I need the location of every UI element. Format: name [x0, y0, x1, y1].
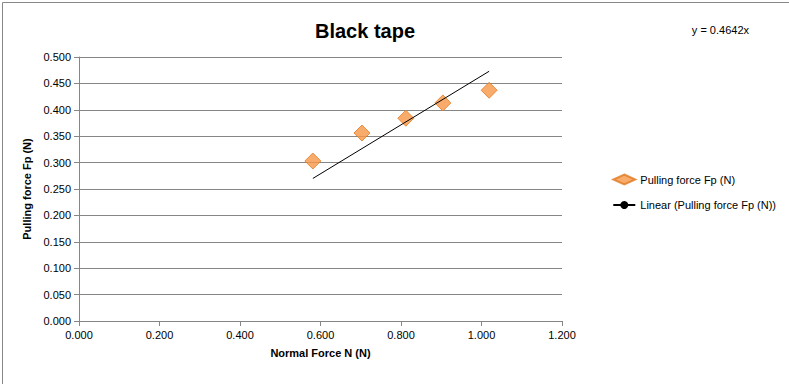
svg-text:0.800: 0.800: [387, 329, 415, 341]
svg-text:Normal Force N (N): Normal Force N (N): [270, 347, 371, 359]
svg-text:0.300: 0.300: [43, 157, 71, 169]
svg-text:0.050: 0.050: [43, 289, 71, 301]
svg-text:0.450: 0.450: [43, 77, 71, 89]
svg-text:Black tape: Black tape: [315, 20, 415, 42]
svg-text:0.400: 0.400: [43, 104, 71, 116]
svg-text:0.500: 0.500: [43, 51, 71, 63]
svg-text:0.400: 0.400: [226, 329, 254, 341]
svg-text:Pulling force Fp (N): Pulling force Fp (N): [640, 174, 735, 186]
svg-text:0.100: 0.100: [43, 262, 71, 274]
svg-text:0.250: 0.250: [43, 183, 71, 195]
svg-text:y = 0.4642x: y = 0.4642x: [692, 24, 750, 36]
svg-text:0.200: 0.200: [43, 209, 71, 221]
svg-text:0.350: 0.350: [43, 130, 71, 142]
svg-text:0.200: 0.200: [146, 329, 174, 341]
svg-text:Pulling force Fp (N): Pulling force Fp (N): [21, 138, 33, 240]
svg-text:0.000: 0.000: [65, 329, 93, 341]
svg-text:0.150: 0.150: [43, 236, 71, 248]
svg-text:0.600: 0.600: [307, 329, 335, 341]
svg-text:0.000: 0.000: [43, 315, 71, 327]
svg-text:Linear (Pulling force Fp (N)): Linear (Pulling force Fp (N)): [640, 199, 776, 211]
svg-text:1.200: 1.200: [548, 329, 576, 341]
svg-text:1.000: 1.000: [468, 329, 496, 341]
